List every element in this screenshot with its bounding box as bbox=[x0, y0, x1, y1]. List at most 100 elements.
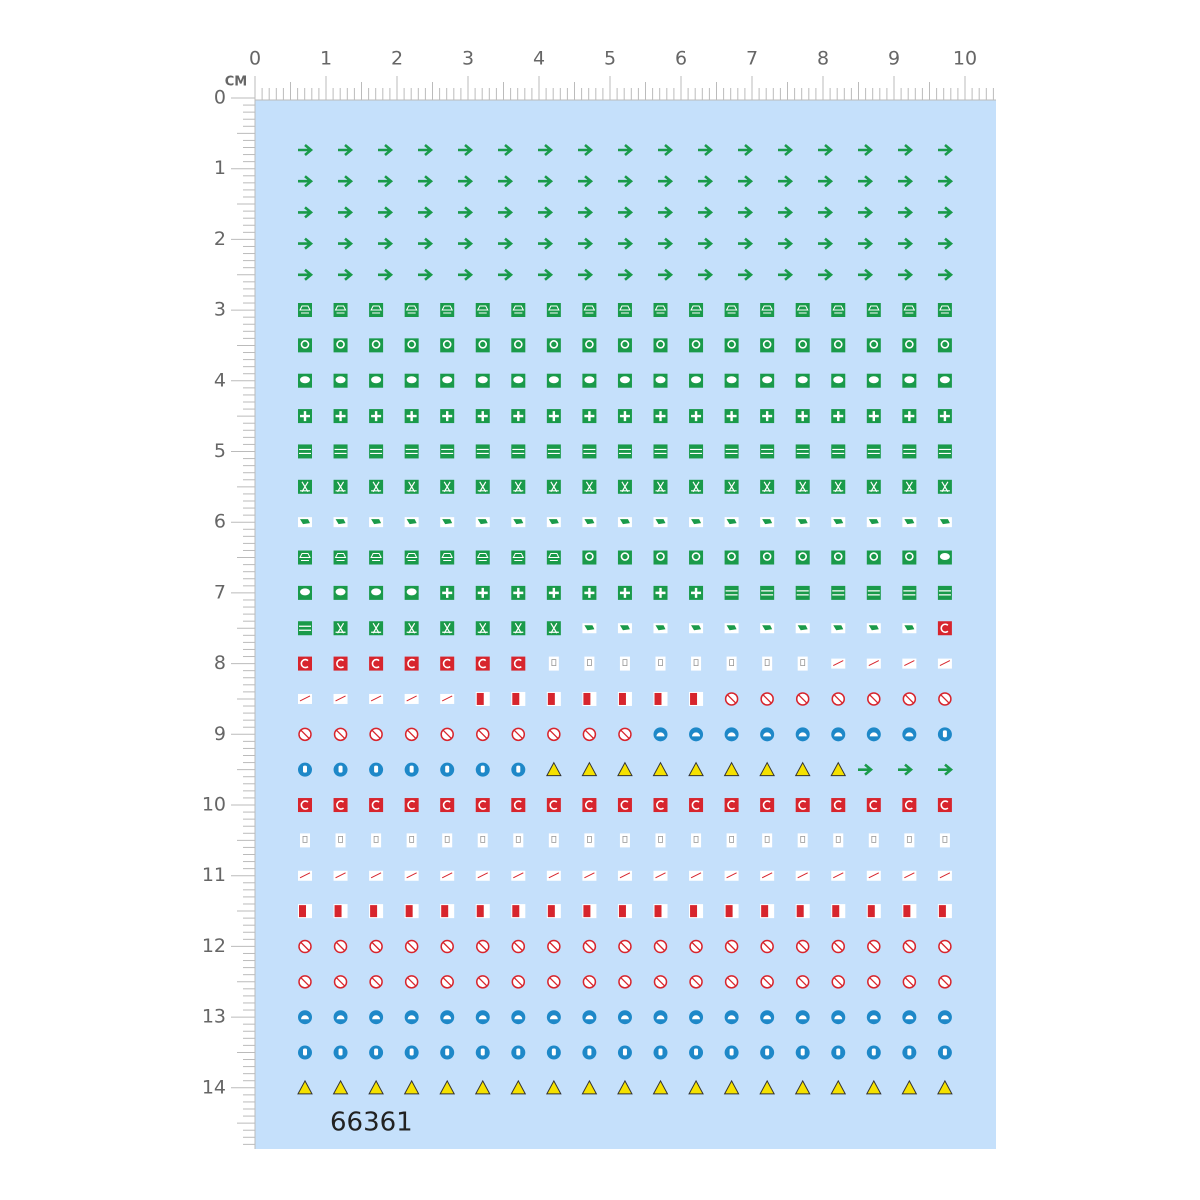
decal-b bbox=[831, 1010, 846, 1025]
decal-y bbox=[403, 1079, 420, 1095]
sign-mark bbox=[370, 448, 383, 455]
sign bbox=[691, 833, 702, 848]
sign-mark bbox=[869, 977, 879, 987]
decal-g3 bbox=[404, 373, 419, 388]
sign bbox=[652, 761, 669, 777]
decal-bh bbox=[689, 1045, 704, 1060]
decal-w bbox=[513, 833, 524, 848]
decal-g2 bbox=[902, 550, 917, 565]
decal-f bbox=[369, 904, 384, 919]
decal-f bbox=[902, 904, 917, 919]
sign-mark bbox=[371, 622, 382, 634]
decal-g2 bbox=[866, 338, 881, 353]
decal-g5 bbox=[795, 444, 810, 459]
sign-mark bbox=[833, 977, 843, 987]
sign-mark bbox=[551, 1048, 556, 1056]
decal-A bbox=[418, 206, 434, 219]
arrow bbox=[658, 206, 674, 219]
decal-r bbox=[404, 798, 419, 813]
decal-p bbox=[795, 692, 810, 706]
sign-mark bbox=[867, 905, 875, 918]
sign-mark bbox=[371, 800, 380, 810]
sign-mark bbox=[727, 694, 737, 704]
sign-mark bbox=[442, 622, 453, 634]
sign bbox=[902, 798, 917, 813]
decal-p2 bbox=[440, 727, 454, 742]
decal-A bbox=[618, 206, 634, 219]
sign-mark bbox=[548, 622, 559, 634]
decal-g2 bbox=[653, 550, 668, 565]
decal-g1 bbox=[298, 303, 312, 317]
sign-mark bbox=[335, 695, 346, 702]
decal-A bbox=[378, 268, 394, 281]
sign-mark bbox=[694, 1048, 699, 1056]
sign-mark bbox=[691, 552, 701, 561]
decal-g5 bbox=[298, 621, 312, 636]
decal-g3 bbox=[724, 373, 739, 388]
decal-f bbox=[475, 691, 490, 706]
sign-mark bbox=[441, 305, 454, 314]
decal-y bbox=[652, 761, 669, 777]
decal-g3 bbox=[369, 373, 384, 388]
decal-g6 bbox=[333, 621, 348, 636]
decal-bh bbox=[582, 1045, 597, 1060]
sign-mark bbox=[729, 836, 734, 843]
arrow bbox=[818, 175, 834, 188]
decal-A bbox=[818, 175, 834, 188]
decal-A bbox=[658, 144, 674, 156]
decal-A bbox=[818, 206, 834, 219]
arrow bbox=[578, 175, 594, 188]
decal-r bbox=[475, 656, 490, 671]
sign-mark bbox=[478, 340, 488, 349]
arrow bbox=[418, 175, 434, 188]
decal-bh bbox=[831, 1045, 846, 1060]
arrow bbox=[418, 237, 434, 250]
decal-g1 bbox=[333, 303, 348, 317]
sign-mark bbox=[655, 411, 666, 422]
sign-mark bbox=[869, 694, 879, 704]
sign bbox=[830, 1079, 847, 1095]
sign bbox=[689, 550, 704, 565]
sign-mark bbox=[833, 942, 843, 951]
sign-mark bbox=[516, 765, 521, 773]
sign-mark bbox=[905, 1015, 914, 1020]
decal-g1 bbox=[902, 303, 917, 317]
decal-w bbox=[939, 833, 950, 848]
decal-w bbox=[904, 833, 915, 848]
arrow bbox=[698, 237, 714, 250]
decal-w bbox=[442, 833, 453, 848]
arrow bbox=[298, 144, 314, 156]
decal-g4 bbox=[298, 409, 312, 424]
sign-mark bbox=[407, 800, 416, 810]
decal-A bbox=[338, 206, 354, 219]
sign-mark bbox=[656, 1015, 665, 1020]
decal-g4 bbox=[617, 585, 632, 600]
sign-mark bbox=[939, 481, 950, 493]
arrow bbox=[778, 268, 794, 281]
sign-mark bbox=[871, 836, 877, 843]
arrow bbox=[858, 237, 874, 250]
decal-g5 bbox=[937, 444, 952, 459]
sign bbox=[653, 798, 668, 813]
sign-mark bbox=[407, 1015, 416, 1020]
decal-g4 bbox=[653, 585, 668, 600]
decal-y bbox=[794, 761, 811, 777]
sign-mark bbox=[585, 552, 594, 561]
decal-p bbox=[760, 692, 774, 706]
sign bbox=[688, 1079, 704, 1095]
decal-s bbox=[902, 658, 917, 669]
arrow bbox=[858, 144, 874, 156]
sign-mark bbox=[445, 1048, 450, 1056]
sign-mark bbox=[407, 658, 416, 669]
sign-mark bbox=[798, 800, 807, 810]
decal-A bbox=[458, 268, 474, 281]
sign bbox=[762, 656, 773, 671]
decal-g6 bbox=[440, 479, 455, 494]
sign-mark bbox=[940, 1015, 949, 1020]
decal-g7 bbox=[760, 517, 775, 528]
sign-mark bbox=[796, 905, 804, 918]
decal-f bbox=[546, 691, 561, 706]
sign bbox=[474, 1079, 491, 1095]
sign-mark bbox=[441, 695, 453, 702]
decal-p bbox=[831, 692, 845, 706]
